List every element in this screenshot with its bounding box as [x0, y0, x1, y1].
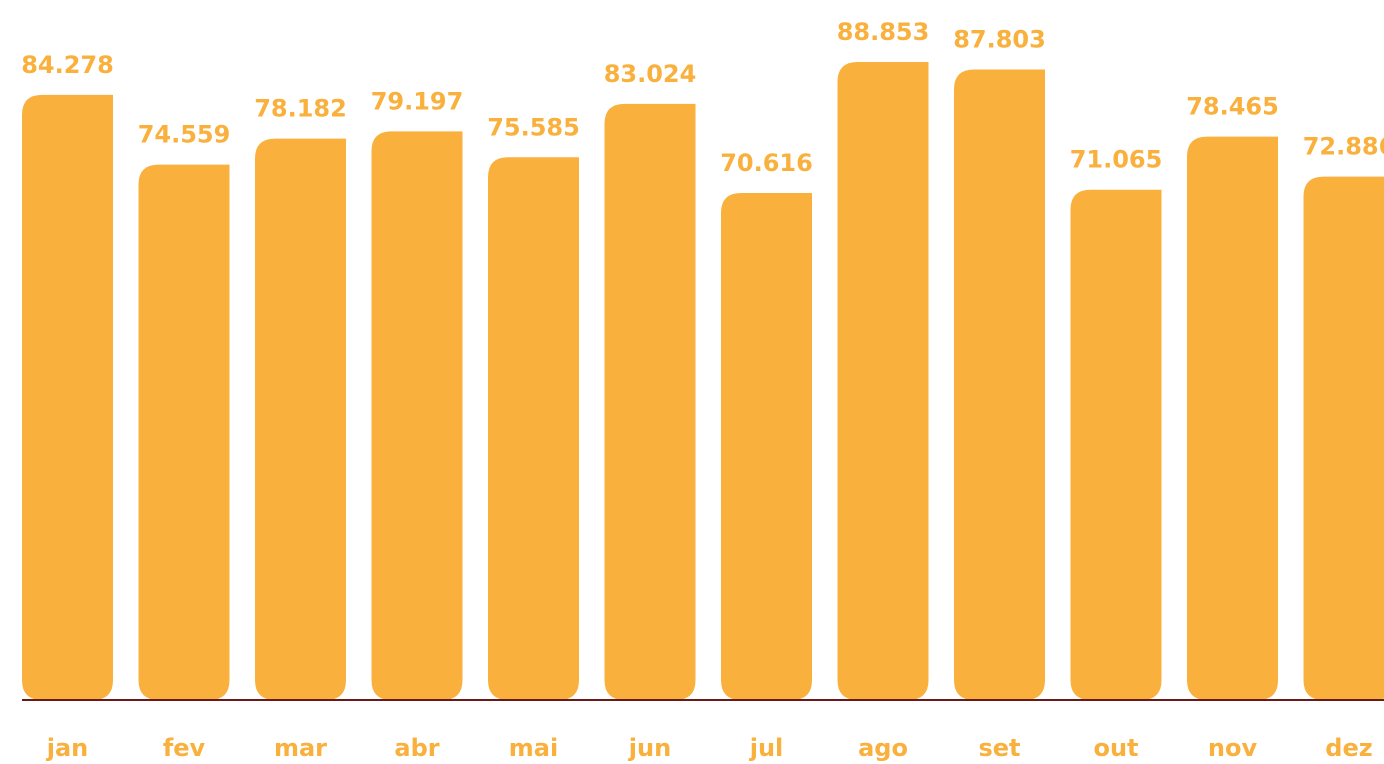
- bar: [1070, 189, 1162, 700]
- value-label: 72.886: [1303, 133, 1384, 161]
- x-tick-label: nov: [1208, 734, 1258, 762]
- bar: [255, 138, 346, 700]
- value-label: 88.853: [837, 18, 930, 46]
- value-label: 79.197: [371, 87, 464, 115]
- x-tick-label: out: [1093, 734, 1138, 762]
- value-label: 74.559: [138, 121, 231, 149]
- bar: [371, 131, 463, 701]
- x-tick-label: set: [978, 734, 1020, 762]
- bar: [837, 62, 929, 700]
- x-tick-label: dez: [1325, 734, 1372, 762]
- x-tick-label: mai: [509, 734, 558, 762]
- value-label: 83.024: [604, 60, 697, 88]
- bar: [1303, 176, 1384, 700]
- x-tick-label: ago: [858, 734, 908, 762]
- bar: [721, 192, 812, 700]
- x-tick-label: mar: [274, 734, 327, 762]
- bar: [22, 94, 113, 700]
- bar: [138, 164, 230, 701]
- value-label: 75.585: [487, 113, 580, 141]
- x-tick-label: fev: [163, 734, 206, 762]
- value-label: 84.278: [21, 51, 114, 79]
- bar: [1187, 136, 1278, 701]
- value-label: 71.065: [1070, 146, 1163, 174]
- value-label: 70.616: [720, 149, 813, 177]
- value-label: 78.182: [254, 95, 347, 123]
- bar: [954, 69, 1045, 700]
- value-label: 87.803: [953, 26, 1046, 54]
- x-tick-label: jan: [46, 734, 89, 762]
- bar: [488, 157, 579, 700]
- x-tick-label: jul: [749, 734, 784, 762]
- x-tick-label: jun: [628, 734, 671, 762]
- value-label: 78.465: [1186, 93, 1279, 121]
- x-tick-label: abr: [394, 734, 439, 762]
- bar: [604, 103, 696, 700]
